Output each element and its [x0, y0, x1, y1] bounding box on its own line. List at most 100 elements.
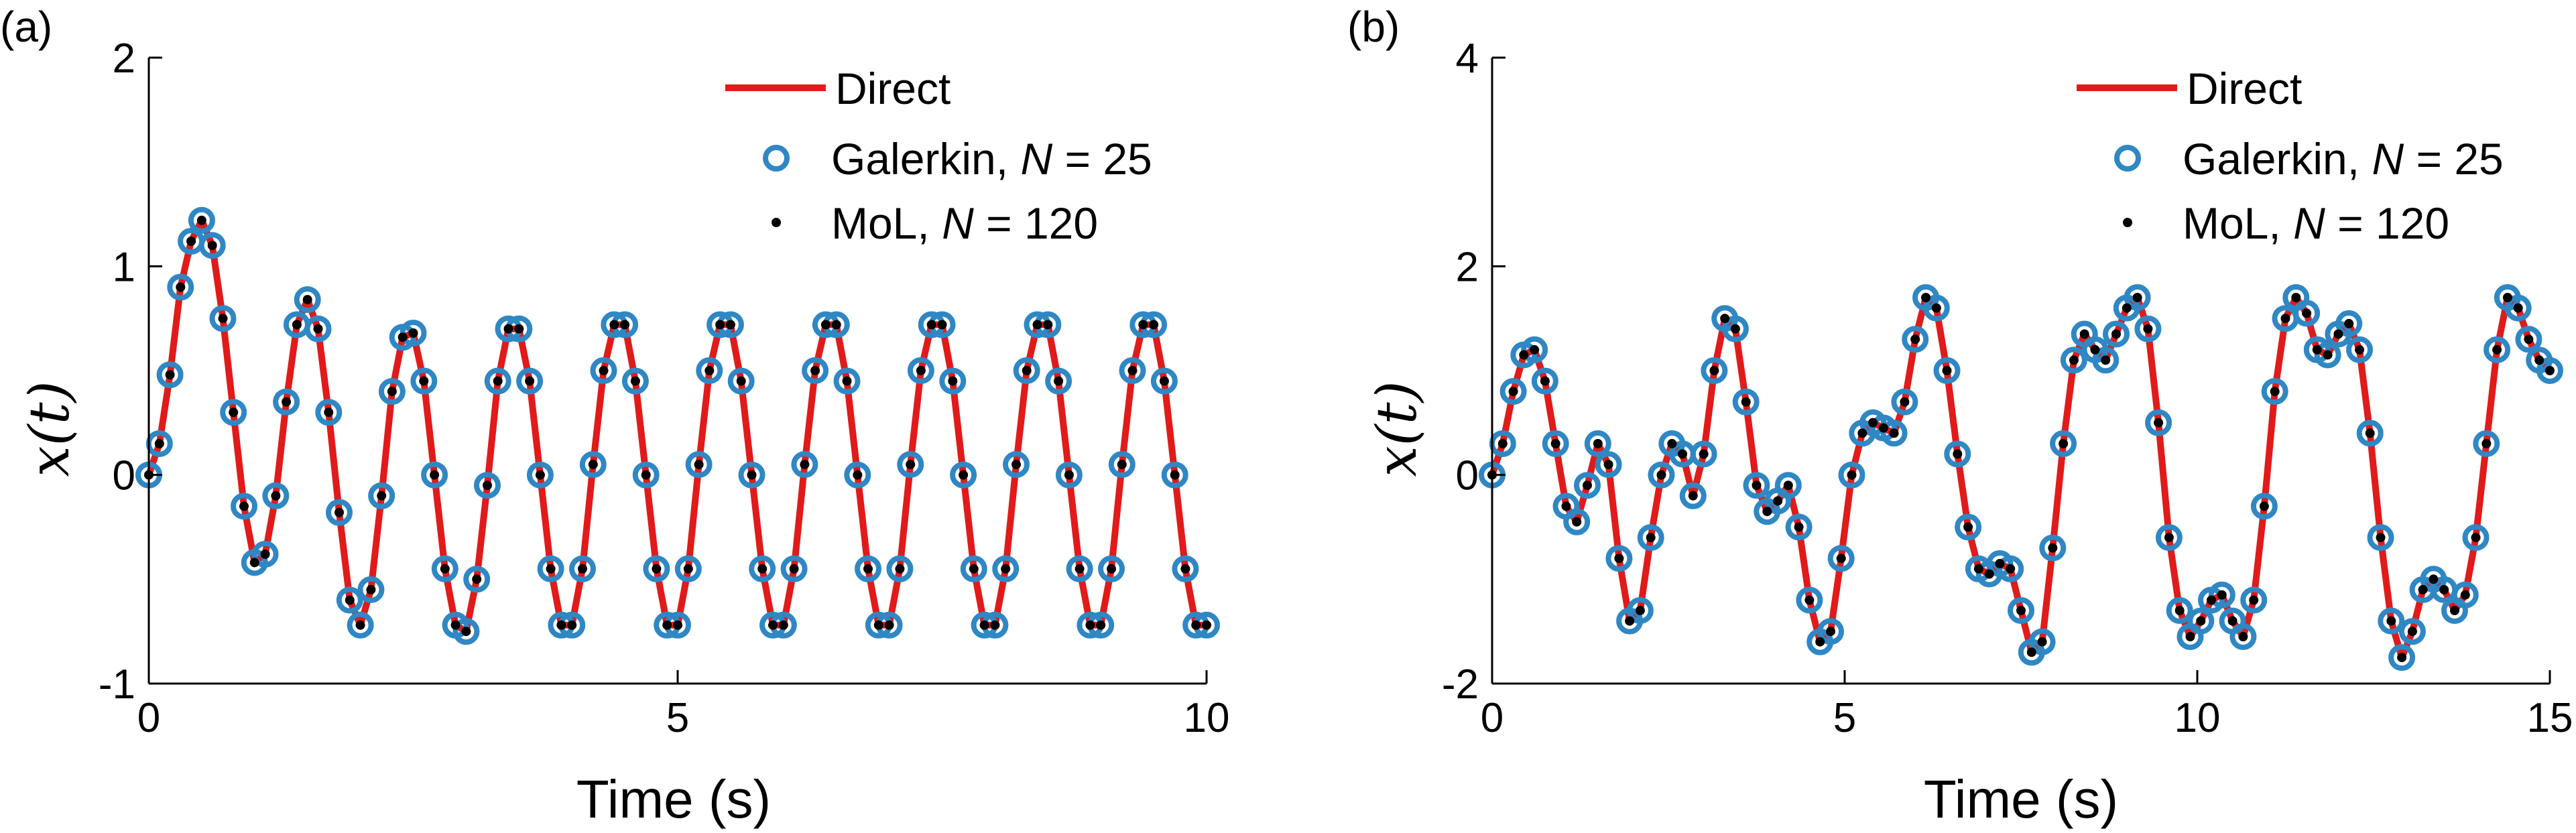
mol-point [324, 407, 334, 418]
y-axis-label-b: x(t) [1365, 381, 1429, 476]
mol-point [2397, 653, 2407, 663]
galerkin-point [410, 367, 438, 395]
mol-point [2545, 366, 2555, 375]
mol-point [2524, 334, 2534, 344]
mol-point [1625, 616, 1635, 626]
mol-point [1963, 522, 1973, 532]
mol-point [1191, 620, 1201, 630]
mol-point [1984, 569, 1994, 579]
galerkin-point [220, 399, 247, 426]
galerkin-point [2103, 320, 2130, 348]
mol-point [2429, 574, 2439, 584]
mol-point [959, 470, 969, 480]
galerkin-point [1066, 555, 1093, 582]
galerkin-point [1701, 357, 1728, 384]
legend-galerkin-n-b: N [2372, 134, 2404, 184]
legend-galerkin-text-b: Galerkin, [2183, 134, 2372, 184]
galerkin-point [526, 461, 554, 489]
galerkin-point [336, 586, 363, 614]
mol-point [239, 501, 249, 511]
galerkin-point [452, 618, 480, 645]
y-tick-label: 0 [1456, 453, 1479, 499]
mol-point [302, 295, 312, 305]
galerkin-point [590, 357, 617, 384]
mol-point [747, 470, 757, 480]
galerkin-point [315, 399, 343, 426]
plot-area-b [1479, 284, 2563, 671]
galerkin-point [1108, 451, 1136, 478]
mol-point [2196, 616, 2206, 626]
mol-point [1043, 320, 1053, 330]
galerkin-point [2504, 294, 2532, 322]
mol-point [1022, 366, 1032, 375]
galerkin-point [2166, 597, 2193, 624]
galerkin-point [939, 367, 967, 395]
galerkin-point [1774, 472, 1802, 499]
mol-point [2048, 543, 2058, 553]
mol-point [683, 564, 693, 574]
mol-point [2365, 428, 2375, 438]
galerkin-point [2124, 284, 2151, 311]
galerkin-point [2028, 628, 2056, 655]
galerkin-point [1732, 388, 1760, 415]
galerkin-point [2536, 357, 2563, 384]
mol-point [1508, 387, 1518, 397]
mol-point [1709, 366, 1719, 375]
mol-point [990, 620, 1000, 630]
mol-point [165, 370, 175, 380]
mol-point [1931, 303, 1941, 313]
galerkin-point [802, 357, 829, 384]
mol-point [1614, 554, 1624, 564]
galerkin-point [621, 367, 649, 395]
mol-point [2280, 314, 2290, 324]
mol-point [1826, 627, 1835, 637]
mol-point [2439, 584, 2449, 594]
mol-point [282, 397, 292, 407]
mol-point [2492, 344, 2502, 355]
mol-point [2016, 606, 2026, 615]
galerkin-point [1827, 545, 1855, 572]
mol-point [1519, 350, 1529, 360]
mol-point [1656, 470, 1666, 480]
galerkin-point [198, 232, 226, 259]
mol-point [514, 324, 524, 334]
galerkin-point [1880, 420, 1908, 447]
galerkin-point [727, 367, 755, 395]
mol-point [1075, 564, 1085, 574]
mol-point [810, 366, 820, 375]
mol-point [1762, 507, 1772, 517]
galerkin-point [484, 367, 511, 395]
mol-point [1836, 554, 1846, 564]
mol-point [2418, 584, 2428, 594]
mol-point [1995, 559, 2005, 568]
galerkin-point [791, 451, 818, 478]
mol-point [1603, 460, 1613, 470]
mol-point [2164, 533, 2174, 543]
galerkin-point [833, 367, 861, 395]
mol-point [1180, 564, 1190, 574]
mol-point [408, 328, 418, 338]
mol-point [578, 564, 587, 574]
mol-point [450, 620, 461, 630]
mol-point [1085, 620, 1095, 630]
galerkin-point [273, 388, 300, 415]
galerkin-point [357, 576, 385, 603]
mol-point [1127, 366, 1138, 375]
mol-point [1773, 496, 1783, 506]
galerkin-point [1045, 367, 1072, 395]
galerkin-point [569, 555, 596, 582]
mol-point [1138, 320, 1148, 330]
galerkin-point [2462, 524, 2490, 552]
mol-point [1096, 620, 1106, 630]
mol-point [1730, 324, 1740, 334]
mol-point [1646, 533, 1656, 543]
galerkin-point [1690, 440, 1717, 468]
mol-point [1783, 480, 1793, 491]
y-tick-label: 1 [113, 244, 135, 290]
galerkin-point [685, 451, 713, 478]
legend-galerkin-text-a: Galerkin, [831, 134, 1020, 184]
galerkin-point [2335, 310, 2363, 337]
